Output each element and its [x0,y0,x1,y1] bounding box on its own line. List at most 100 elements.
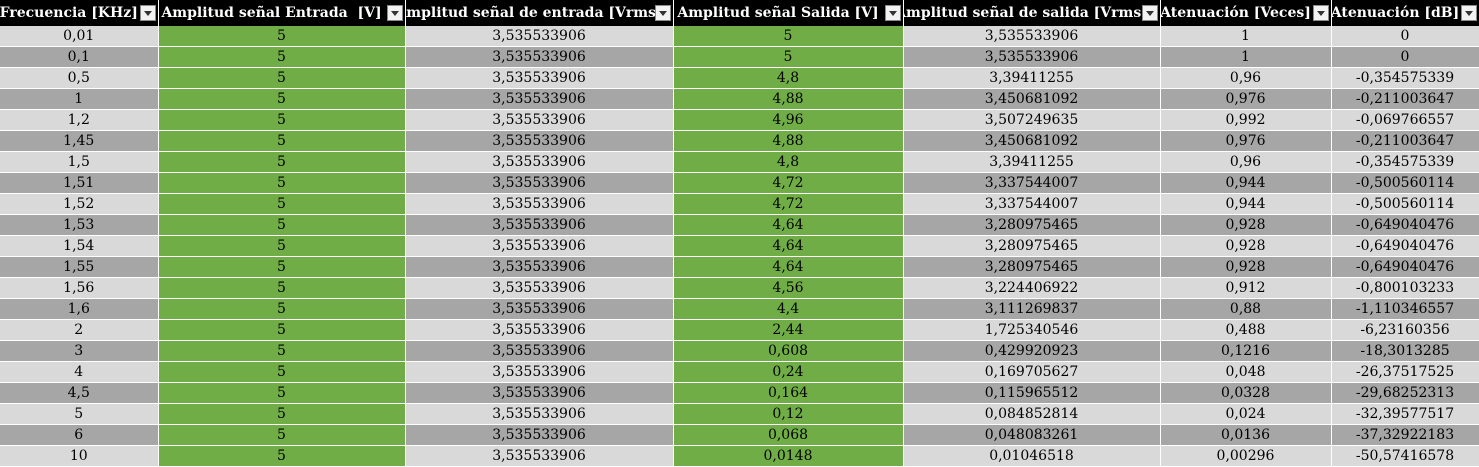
cell-amplitud-salida[interactable]: 0,068 [673,424,904,446]
cell-atenuacion-db[interactable]: -0,649040476 [1331,256,1479,278]
cell-amplitud-salida[interactable]: 4,4 [673,298,904,320]
cell-atenuacion-veces[interactable]: 0,912 [1160,277,1332,299]
dropdown-arrow-icon[interactable] [884,5,901,21]
cell-frecuencia[interactable]: 1,2 [0,109,159,131]
cell-atenuacion-veces[interactable]: 0,024 [1160,403,1332,425]
cell-amplitud-entrada-vrms[interactable]: 3,535533906 [405,151,674,173]
cell-atenuacion-veces[interactable]: 0,976 [1160,88,1332,110]
cell-amplitud-entrada-vrms[interactable]: 3,535533906 [405,319,674,341]
cell-amplitud-entrada-vrms[interactable]: 3,535533906 [405,340,674,362]
cell-amplitud-salida-vrms[interactable]: 0,084852814 [903,403,1161,425]
cell-frecuencia[interactable]: 1,54 [0,235,159,257]
cell-amplitud-entrada[interactable]: 5 [158,67,406,89]
cell-atenuacion-veces[interactable]: 0,96 [1160,151,1332,173]
cell-amplitud-salida-vrms[interactable]: 3,450681092 [903,88,1161,110]
cell-amplitud-salida-vrms[interactable]: 0,048083261 [903,424,1161,446]
cell-atenuacion-veces[interactable]: 1 [1160,26,1332,47]
cell-amplitud-entrada-vrms[interactable]: 3,535533906 [405,46,674,68]
cell-amplitud-entrada[interactable]: 5 [158,193,406,215]
cell-amplitud-salida-vrms[interactable]: 3,450681092 [903,130,1161,152]
cell-atenuacion-veces[interactable]: 0,88 [1160,298,1332,320]
dropdown-arrow-icon[interactable] [1141,5,1158,21]
cell-atenuacion-db[interactable]: -32,39577517 [1331,403,1479,425]
cell-amplitud-salida[interactable]: 4,8 [673,151,904,173]
cell-atenuacion-veces[interactable]: 0,992 [1160,109,1332,131]
cell-amplitud-salida-vrms[interactable]: 3,337544007 [903,193,1161,215]
cell-atenuacion-db[interactable]: -50,57416578 [1331,445,1479,467]
cell-amplitud-entrada[interactable]: 5 [158,151,406,173]
cell-amplitud-entrada-vrms[interactable]: 3,535533906 [405,67,674,89]
cell-atenuacion-db[interactable]: -0,500560114 [1331,172,1479,194]
cell-amplitud-salida-vrms[interactable]: 0,429920923 [903,340,1161,362]
cell-atenuacion-veces[interactable]: 0,96 [1160,67,1332,89]
cell-amplitud-salida[interactable]: 5 [673,26,904,47]
cell-amplitud-entrada[interactable]: 5 [158,235,406,257]
cell-amplitud-entrada[interactable]: 5 [158,26,406,47]
cell-amplitud-entrada-vrms[interactable]: 3,535533906 [405,26,674,47]
cell-frecuencia[interactable]: 1,45 [0,130,159,152]
cell-atenuacion-db[interactable]: 0 [1331,46,1479,68]
cell-atenuacion-db[interactable]: -0,649040476 [1331,235,1479,257]
cell-amplitud-entrada[interactable]: 5 [158,214,406,236]
cell-amplitud-salida[interactable]: 4,88 [673,88,904,110]
cell-atenuacion-db[interactable]: -0,069766557 [1331,109,1479,131]
cell-amplitud-salida-vrms[interactable]: 3,39411255 [903,67,1161,89]
cell-amplitud-salida-vrms[interactable]: 0,169705627 [903,361,1161,383]
cell-frecuencia[interactable]: 1,55 [0,256,159,278]
cell-amplitud-entrada-vrms[interactable]: 3,535533906 [405,277,674,299]
cell-amplitud-entrada-vrms[interactable]: 3,535533906 [405,109,674,131]
cell-amplitud-entrada[interactable]: 5 [158,340,406,362]
cell-frecuencia[interactable]: 6 [0,424,159,446]
cell-amplitud-salida[interactable]: 4,72 [673,193,904,215]
cell-frecuencia[interactable]: 4,5 [0,382,159,404]
cell-amplitud-salida-vrms[interactable]: 0,01046518 [903,445,1161,467]
cell-amplitud-entrada[interactable]: 5 [158,172,406,194]
cell-frecuencia[interactable]: 5 [0,403,159,425]
cell-amplitud-salida-vrms[interactable]: 3,224406922 [903,277,1161,299]
cell-atenuacion-db[interactable]: -0,649040476 [1331,214,1479,236]
cell-atenuacion-db[interactable]: -0,500560114 [1331,193,1479,215]
cell-amplitud-entrada-vrms[interactable]: 3,535533906 [405,256,674,278]
cell-amplitud-entrada-vrms[interactable]: 3,535533906 [405,172,674,194]
cell-amplitud-salida[interactable]: 4,88 [673,130,904,152]
cell-atenuacion-veces[interactable]: 0,048 [1160,361,1332,383]
cell-frecuencia[interactable]: 4 [0,361,159,383]
cell-atenuacion-veces[interactable]: 0,0328 [1160,382,1332,404]
cell-atenuacion-veces[interactable]: 0,0136 [1160,424,1332,446]
dropdown-arrow-icon[interactable] [386,5,403,21]
cell-frecuencia[interactable]: 3 [0,340,159,362]
cell-amplitud-entrada-vrms[interactable]: 3,535533906 [405,361,674,383]
cell-amplitud-entrada-vrms[interactable]: 3,535533906 [405,88,674,110]
cell-amplitud-entrada[interactable]: 5 [158,256,406,278]
cell-amplitud-entrada-vrms[interactable]: 3,535533906 [405,193,674,215]
header-atenuacion-veces[interactable]: Atenuación [Veces] [1160,0,1332,26]
cell-amplitud-salida[interactable]: 0,164 [673,382,904,404]
cell-atenuacion-db[interactable]: -29,68252313 [1331,382,1479,404]
cell-atenuacion-veces[interactable]: 0,928 [1160,235,1332,257]
cell-amplitud-salida[interactable]: 4,56 [673,277,904,299]
cell-atenuacion-db[interactable]: -1,110346557 [1331,298,1479,320]
cell-frecuencia[interactable]: 10 [0,445,159,467]
cell-amplitud-entrada[interactable]: 5 [158,382,406,404]
cell-frecuencia[interactable]: 0,1 [0,46,159,68]
cell-amplitud-entrada-vrms[interactable]: 3,535533906 [405,445,674,467]
cell-frecuencia[interactable]: 1 [0,88,159,110]
cell-frecuencia[interactable]: 1,51 [0,172,159,194]
dropdown-arrow-icon[interactable] [1460,5,1477,21]
cell-amplitud-salida-vrms[interactable]: 3,535533906 [903,46,1161,68]
header-amplitud-salida[interactable]: Amplitud señal Salida [V] [673,0,904,26]
dropdown-arrow-icon[interactable] [139,5,156,21]
cell-amplitud-salida[interactable]: 0,0148 [673,445,904,467]
cell-amplitud-salida[interactable]: 0,608 [673,340,904,362]
cell-atenuacion-db[interactable]: -0,354575339 [1331,67,1479,89]
cell-amplitud-salida-vrms[interactable]: 3,280975465 [903,214,1161,236]
cell-atenuacion-veces[interactable]: 0,976 [1160,130,1332,152]
cell-frecuencia[interactable]: 1,6 [0,298,159,320]
cell-atenuacion-veces[interactable]: 0,488 [1160,319,1332,341]
cell-amplitud-entrada-vrms[interactable]: 3,535533906 [405,424,674,446]
cell-amplitud-entrada[interactable]: 5 [158,424,406,446]
cell-frecuencia[interactable]: 1,56 [0,277,159,299]
cell-amplitud-salida-vrms[interactable]: 3,39411255 [903,151,1161,173]
cell-amplitud-salida[interactable]: 0,12 [673,403,904,425]
cell-atenuacion-veces[interactable]: 1 [1160,46,1332,68]
